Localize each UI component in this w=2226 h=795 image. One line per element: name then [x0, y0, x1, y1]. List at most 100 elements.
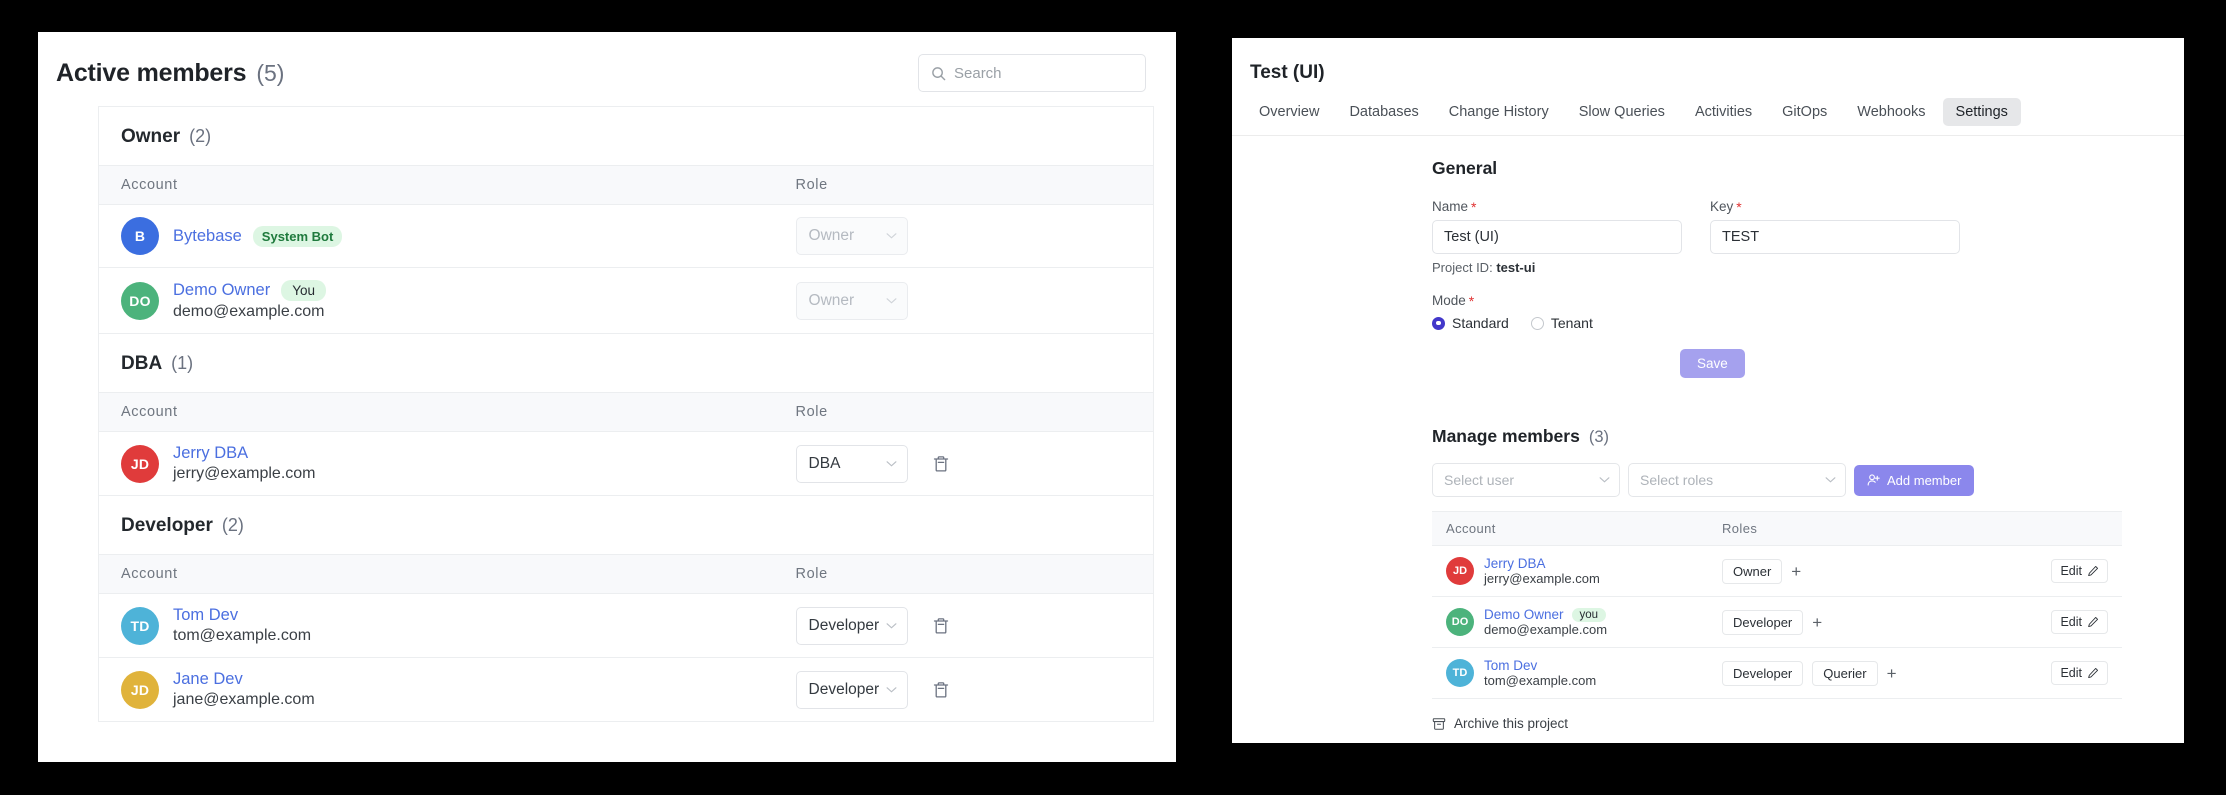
name-label-wrap: Name *	[1432, 199, 1682, 214]
account-info: DO Demo Owner you demo@example.com	[1446, 607, 1694, 637]
tab-gitops[interactable]: GitOps	[1782, 104, 1828, 120]
key-input[interactable]	[1710, 220, 1960, 254]
member-group-header: DBA (1)	[99, 334, 1153, 393]
account-text: Bytebase System Bot	[173, 225, 343, 247]
account-cell: TD Tom Dev tom@example.com	[99, 593, 774, 658]
role-select[interactable]: Developer	[795, 606, 908, 645]
role-select[interactable]: Developer	[795, 670, 908, 709]
select-user-dropdown[interactable]: Select user	[1432, 463, 1620, 497]
account-name[interactable]: Demo Owner	[1484, 607, 1564, 622]
role-chip[interactable]: Developer	[1722, 609, 1804, 635]
role-cell: Owner	[773, 267, 1153, 334]
archive-project-link[interactable]: Archive this project	[1432, 716, 1568, 731]
account-name[interactable]: Tom Dev	[1484, 658, 1538, 673]
add-member-button[interactable]: Add member	[1854, 464, 1975, 496]
account-name[interactable]: Tom Dev	[173, 606, 239, 624]
members-table: Account Role TD Tom Dev tom@example.com D…	[99, 555, 1153, 722]
tab-slow-queries[interactable]: Slow Queries	[1578, 104, 1665, 120]
mode-label-wrap: Mode *	[1432, 293, 2184, 308]
delete-member-button[interactable]	[930, 679, 952, 701]
chevron-down-icon	[886, 233, 896, 239]
account-name[interactable]: Bytebase	[173, 226, 242, 245]
account-name[interactable]: Jerry DBA	[1484, 556, 1546, 571]
table-row: JD Jerry DBA jerry@example.com DBA	[99, 431, 1153, 496]
avatar: JD	[121, 444, 159, 483]
name-required-mark: *	[1471, 198, 1477, 215]
edit-member-button[interactable]: Edit	[2051, 610, 2108, 634]
chevron-down-icon	[1825, 477, 1836, 483]
add-role-button[interactable]: +	[1791, 561, 1802, 581]
account-text: Jerry DBA jerry@example.com	[173, 444, 316, 483]
mode-label: Mode	[1432, 293, 1466, 308]
role-select-value: DBA	[808, 454, 841, 472]
add-role-button[interactable]: +	[1812, 612, 1823, 632]
mode-radio-standard[interactable]: Standard	[1432, 315, 1509, 331]
account-name[interactable]: Demo Owner	[173, 281, 271, 299]
save-button[interactable]: Save	[1680, 349, 1745, 378]
add-role-button[interactable]: +	[1886, 663, 1897, 683]
chevron-down-icon	[1599, 477, 1610, 483]
edit-label: Edit	[2060, 564, 2082, 578]
role-controls: Owner	[795, 217, 1131, 255]
tab-change-history[interactable]: Change History	[1448, 104, 1549, 120]
mode-block: Mode * Standard Tenant	[1432, 293, 2184, 331]
search-input[interactable]	[954, 64, 1133, 82]
role-chip[interactable]: Developer	[1722, 660, 1804, 686]
account-name[interactable]: Jane Dev	[173, 670, 243, 688]
account-cell: DO Demo Owner You demo@example.com	[99, 267, 774, 334]
search-icon	[932, 66, 946, 80]
role-chip-list: Developer Querier +	[1722, 660, 2011, 686]
manage-members-table: Account Roles JD Jerry DBA jerry@example…	[1432, 511, 2122, 699]
settings-body: General Name * Project ID: test-ui Key	[1232, 136, 2184, 736]
delete-member-button[interactable]	[930, 615, 952, 637]
role-chip[interactable]: Owner	[1722, 558, 1783, 584]
status-badge: You	[281, 280, 326, 301]
role-cell: DBA	[773, 431, 1153, 496]
role-select-value: Developer	[808, 616, 880, 634]
edit-member-button[interactable]: Edit	[2051, 559, 2108, 583]
manage-members-heading: Manage members	[1432, 426, 1580, 446]
tab-webhooks[interactable]: Webhooks	[1857, 104, 1926, 120]
search-box[interactable]	[918, 54, 1146, 92]
account-name-row: Demo Owner You	[173, 280, 326, 301]
add-member-label: Add member	[1887, 472, 1962, 488]
pencil-icon	[2088, 616, 2099, 628]
account-cell: B Bytebase System Bot	[99, 204, 774, 268]
avatar: B	[121, 217, 159, 255]
table-row: DO Demo Owner you demo@example.com Devel…	[1432, 596, 2122, 648]
mode-radio-tenant[interactable]: Tenant	[1530, 315, 1593, 331]
members-header-role: Role	[773, 555, 1153, 594]
select-roles-dropdown[interactable]: Select roles	[1628, 463, 1846, 497]
pencil-icon	[2088, 565, 2099, 577]
radio-indicator-icon	[1530, 316, 1544, 330]
role-chip-list: Developer +	[1722, 609, 2011, 635]
edit-label: Edit	[2060, 666, 2082, 680]
members-tbody: B Bytebase System Bot Owner DO	[99, 204, 1153, 334]
role-chip[interactable]: Querier	[1812, 660, 1878, 686]
members-thead: Account Role	[99, 555, 1153, 594]
action-cell: Edit	[2025, 596, 2122, 648]
tab-databases[interactable]: Databases	[1349, 104, 1419, 120]
role-select[interactable]: DBA	[795, 444, 908, 483]
active-members-title: Active members	[56, 58, 247, 87]
tab-settings[interactable]: Settings	[1942, 98, 2021, 126]
tab-overview[interactable]: Overview	[1259, 104, 1320, 120]
edit-member-button[interactable]: Edit	[2051, 661, 2108, 685]
account-name-row: Tom Dev	[1484, 658, 1596, 673]
role-cell: Developer	[773, 593, 1153, 658]
role-select[interactable]: Owner	[795, 281, 908, 320]
manage-members-count: (3)	[1588, 428, 1610, 446]
table-row: DO Demo Owner You demo@example.com Owner	[99, 267, 1153, 334]
role-select-value: Developer	[808, 680, 880, 698]
roles-cell: Owner +	[1708, 545, 2026, 597]
member-group-count: (2)	[189, 126, 212, 146]
role-select[interactable]: Owner	[795, 217, 908, 255]
account-name[interactable]: Jerry DBA	[173, 444, 249, 462]
action-cell: Edit	[2025, 647, 2122, 699]
active-members-header: Active members (5)	[38, 32, 1176, 106]
delete-member-button[interactable]	[930, 453, 952, 475]
name-input[interactable]	[1432, 220, 1682, 254]
tab-activities[interactable]: Activities	[1694, 104, 1753, 120]
